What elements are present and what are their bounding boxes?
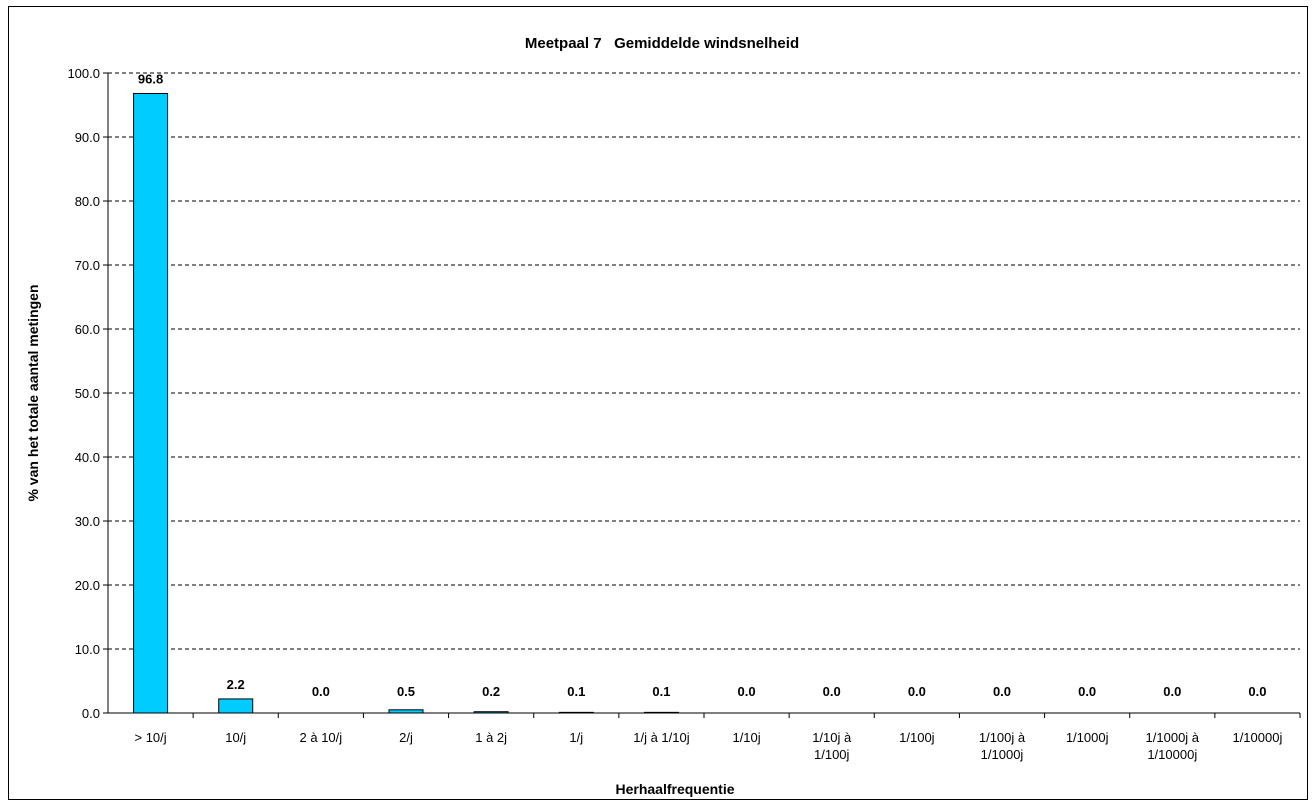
- bars: [133, 92, 679, 714]
- x-category-label: 1/j: [569, 730, 583, 745]
- x-category-label: 1/1000j à 1/10000j: [1146, 730, 1200, 762]
- x-category-label: 2/j: [399, 730, 413, 745]
- y-tick-label: 80.0: [75, 194, 100, 209]
- x-category-label: 2 à 10/j: [300, 730, 343, 745]
- x-category-label: > 10/j: [134, 730, 166, 745]
- y-tick-label: 20.0: [75, 578, 100, 593]
- bar: [218, 698, 254, 714]
- data-labels: 96.8 2.2 0.0 0.5 0.2 0.1 0.1 0.0 0.0 0.0 0.0 0.0 0.0…: [138, 71, 1267, 699]
- x-category-label: 1/10j à 1/100j: [812, 730, 852, 762]
- y-axis-ticks: 0.0 10.0 20.0 30.0 40.0 50.0 60.0 70.0 80.0 90.0 1…: [67, 66, 100, 721]
- y-tick-label: 10.0: [75, 642, 100, 657]
- data-label: 0.0: [908, 684, 926, 699]
- data-label: 0.0: [823, 684, 841, 699]
- chart-frame: [8, 6, 1308, 800]
- x-category-label: 1/10j: [732, 730, 760, 745]
- x-category-label: 1/100j: [899, 730, 935, 745]
- y-tick-label: 40.0: [75, 450, 100, 465]
- data-label: 0.2: [482, 684, 500, 699]
- data-label: 96.8: [138, 71, 163, 86]
- y-tick-label: 70.0: [75, 258, 100, 273]
- y-tick-label: 50.0: [75, 386, 100, 401]
- y-tick-label: 100.0: [67, 66, 100, 81]
- y-axis-title: % van het totale aantal metingen: [25, 284, 41, 501]
- data-label: 0.0: [312, 684, 330, 699]
- data-label: 0.1: [567, 684, 585, 699]
- data-label: 0.1: [652, 684, 670, 699]
- y-tick-label: 0.0: [82, 706, 100, 721]
- x-axis-title: Herhaalfrequentie: [615, 781, 734, 797]
- x-category-label: 1/1000j: [1066, 730, 1109, 745]
- y-tick-label: 60.0: [75, 322, 100, 337]
- data-label: 0.0: [1163, 684, 1181, 699]
- data-label: 0.0: [738, 684, 756, 699]
- chart-title: Meetpaal 7 Gemiddelde windsnelheid: [525, 35, 799, 52]
- data-label: 0.0: [993, 684, 1011, 699]
- x-axis-categories: > 10/j 10/j 2 à 10/j 2/j 1 à 2j 1/j 1/j à 1/10…: [134, 730, 1282, 762]
- x-category-label: 10/j: [225, 730, 246, 745]
- axes: [103, 72, 1301, 718]
- x-category-label: 1 à 2j: [475, 730, 507, 745]
- data-label: 0.0: [1248, 684, 1266, 699]
- y-tick-label: 30.0: [75, 514, 100, 529]
- data-label: 0.5: [397, 684, 415, 699]
- gridlines: [108, 72, 1300, 650]
- y-tick-label: 90.0: [75, 130, 100, 145]
- x-category-label: 1/j à 1/10j: [633, 730, 689, 745]
- bar: [133, 92, 169, 714]
- data-label: 2.2: [227, 677, 245, 692]
- x-category-label: 1/10000j: [1232, 730, 1282, 745]
- data-label: 0.0: [1078, 684, 1096, 699]
- x-category-label: 1/100j à 1/1000j: [979, 730, 1026, 762]
